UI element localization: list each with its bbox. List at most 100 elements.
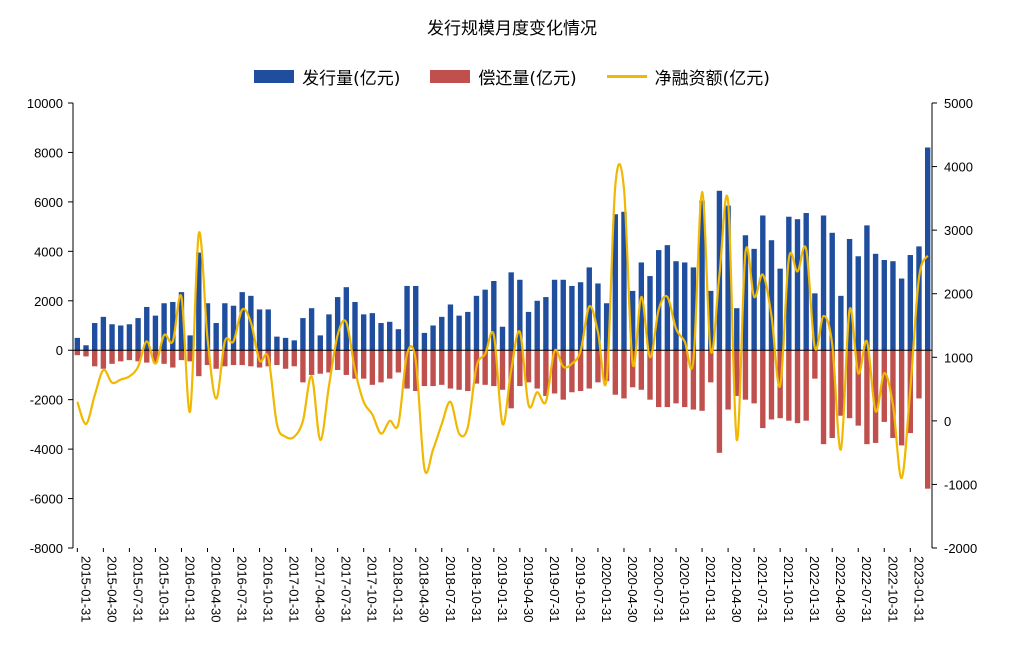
repayment-bar [794, 350, 801, 424]
x-tick-label: 2017-07-31 [339, 556, 354, 623]
repayment-bar [803, 350, 809, 421]
issuance-bar [256, 309, 263, 351]
repayment-bar [482, 350, 488, 385]
legend-item-repayment: 偿还量(亿元) [430, 64, 577, 89]
issuance-bar [447, 304, 454, 351]
repayment-bar [812, 350, 818, 379]
x-tick-label: 2023-01-31 [911, 556, 926, 623]
issuance-bar [144, 306, 150, 351]
y-left-tick-label: -2000 [30, 393, 63, 408]
repayment-bar [343, 350, 350, 375]
x-tick-label: 2018-10-31 [469, 556, 484, 623]
issuance-bar [317, 335, 323, 351]
repayment-bar [308, 350, 315, 375]
repayment-bar [109, 350, 115, 364]
x-tick-label: 2022-04-30 [833, 556, 848, 623]
y-left-tick-label: 0 [56, 343, 63, 358]
repayment-bar [916, 350, 922, 399]
issuance-bar [838, 295, 844, 351]
issuance-bar [387, 321, 393, 351]
repayment-bar [551, 350, 558, 394]
legend-swatch-net-financing [606, 75, 647, 78]
issuance-bar [109, 324, 115, 351]
issuance-bar [924, 147, 931, 351]
x-tick-label: 2020-01-31 [599, 556, 614, 623]
issuance-bar [135, 318, 141, 351]
repayment-bar [326, 350, 332, 373]
repayment-bar [274, 350, 280, 366]
x-tick-label: 2015-10-31 [156, 556, 171, 623]
issuance-bar [846, 238, 853, 351]
repayment-bar [465, 350, 471, 392]
x-tick-label: 2022-07-31 [859, 556, 874, 623]
issuance-bar [473, 295, 480, 351]
x-tick-label: 2021-07-31 [755, 556, 770, 623]
repayment-bar [725, 350, 731, 410]
issuance-bar [118, 325, 124, 351]
issuance-bar [187, 335, 193, 351]
repayment-bar [517, 350, 523, 387]
issuance-bar [673, 261, 679, 351]
issuance-bar [196, 252, 202, 351]
repayment-bar [655, 350, 662, 408]
issuance-bar [178, 292, 185, 351]
y-right-tick-label: -1000 [944, 477, 977, 492]
repayment-bar [404, 350, 410, 389]
issuance-bar [829, 232, 835, 351]
x-tick-label: 2019-10-31 [573, 556, 588, 623]
issuance-bar [439, 316, 445, 351]
repayment-bar [74, 350, 81, 356]
repayment-bar [161, 350, 167, 364]
issuance-bar [239, 292, 245, 351]
repayment-bar [586, 350, 592, 389]
repayment-bar [378, 350, 384, 383]
issuance-bar [265, 309, 271, 351]
x-tick-label: 2016-01-31 [182, 556, 197, 623]
issuance-bar [525, 311, 532, 351]
repayment-bar [369, 350, 376, 385]
issuance-bar [100, 316, 107, 351]
repayment-bar [300, 350, 306, 383]
issuance-bar [655, 250, 662, 351]
issuance-bar [881, 259, 887, 351]
issuance-bar [404, 285, 410, 351]
issuance-bar [621, 211, 627, 351]
y-left-tick-label: 4000 [34, 244, 63, 259]
repayment-bar [334, 350, 341, 370]
issuance-bar [222, 303, 228, 351]
issuance-bar [864, 225, 870, 351]
repayment-bar [291, 350, 297, 367]
x-tick-label: 2017-10-31 [365, 556, 380, 623]
repayment-bar [525, 350, 532, 383]
issuance-bar [499, 326, 506, 351]
issuance-bar [352, 302, 358, 351]
chart-legend: 发行量(亿元) 偿还量(亿元) 净融资额(亿元) [0, 64, 1024, 89]
repayment-bar [846, 350, 853, 419]
legend-item-net-financing: 净融资额(亿元) [606, 64, 770, 89]
repayment-bar [768, 350, 775, 420]
x-tick-label: 2021-01-31 [703, 556, 718, 623]
issuance-bar [308, 308, 315, 351]
repayment-bar [690, 350, 697, 410]
repayment-bar [621, 350, 627, 399]
x-tick-label: 2016-10-31 [261, 556, 276, 623]
issuance-bar [551, 279, 558, 351]
issuance-bar [898, 278, 905, 351]
issuance-bar [482, 289, 488, 351]
repayment-bar [872, 350, 879, 443]
issuance-bar [369, 313, 376, 351]
x-tick-label: 2015-07-31 [130, 556, 145, 623]
issuance-bar [682, 262, 688, 351]
repayment-bar [647, 350, 653, 400]
repayment-bar [742, 350, 749, 400]
repayment-bar [734, 350, 740, 396]
net-financing-line [76, 163, 929, 480]
x-tick-label: 2017-04-30 [313, 556, 328, 623]
issuance-bar [152, 315, 159, 351]
x-tick-label: 2017-01-31 [287, 556, 302, 623]
repayment-bar [282, 350, 289, 369]
repayment-bar [187, 350, 193, 362]
issuance-bar [291, 340, 297, 351]
legend-label-issuance: 发行量(亿元) [302, 69, 401, 89]
issuance-bar [786, 216, 792, 351]
